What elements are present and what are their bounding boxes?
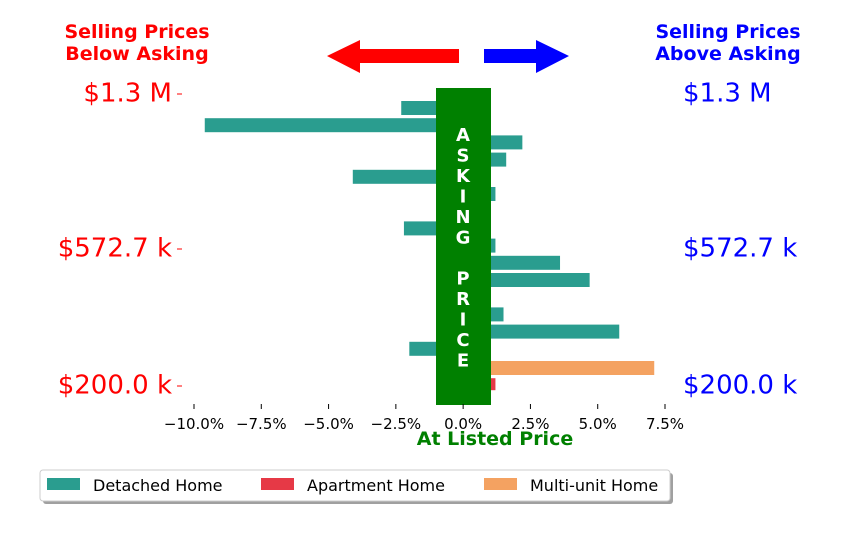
- header-right-line: Above Asking: [655, 43, 801, 65]
- x-tick-label: 7.5%: [646, 415, 684, 433]
- legend-label: Apartment Home: [307, 476, 445, 495]
- x-tick-label: 0.0%: [444, 415, 482, 433]
- asking-band-letter: K: [456, 166, 471, 187]
- asking-band-letter: C: [456, 330, 469, 351]
- bars-group: [204, 101, 655, 391]
- legend-swatch: [47, 478, 80, 490]
- asking-band-letter: S: [457, 146, 470, 167]
- legend-label: Detached Home: [93, 476, 223, 495]
- legend-swatch: [261, 478, 294, 490]
- bar-multi-unit-0: [463, 361, 655, 375]
- x-tick-label: −7.5%: [236, 415, 287, 433]
- y-tick-label-left: $1.3 M: [83, 79, 172, 109]
- arrow-right-icon: [484, 40, 569, 73]
- asking-band-letter: R: [456, 289, 470, 310]
- bar-detached-13: [463, 324, 620, 339]
- arrow-left-icon: [327, 40, 459, 73]
- x-axis-label: At Listed Price: [417, 428, 573, 450]
- asking-band-letter: I: [460, 187, 467, 208]
- bar-detached-10: [463, 273, 590, 287]
- y-tick-label-left: $200.0 k: [58, 371, 172, 401]
- x-tick-label: −10.0%: [164, 415, 224, 433]
- asking-band-letter: N: [455, 207, 470, 228]
- x-tick-label: 2.5%: [511, 415, 549, 433]
- x-tick-label: −5.0%: [303, 415, 354, 433]
- bar-detached-1: [204, 118, 464, 133]
- asking-band-letter: I: [460, 310, 467, 331]
- y-tick-label-right: $1.3 M: [683, 79, 772, 109]
- y-tick-label-right: $572.7 k: [683, 234, 797, 264]
- asking-band-letter: P: [456, 269, 469, 290]
- legend: Detached Home Apartment Home Multi-unit Ho…: [39, 469, 673, 504]
- x-tick-label: −2.5%: [371, 415, 422, 433]
- x-tick-label: 5.0%: [579, 415, 617, 433]
- y-tick-label-left: $572.7 k: [58, 234, 172, 264]
- legend-swatch: [484, 478, 517, 490]
- header-left-line: Below Asking: [65, 43, 208, 65]
- y-axis-left: $1.3 M $572.7 k $200.0 k: [58, 79, 182, 401]
- header-right-line: Selling Prices: [655, 21, 800, 43]
- legend-label: Multi-unit Home: [530, 476, 658, 495]
- x-axis: −10.0% −7.5% −5.0% −2.5% 0.0% 2.5% 5.0% 7.5% At …: [164, 404, 684, 450]
- header-left-line: Selling Prices: [64, 21, 209, 43]
- y-axis-right: $1.3 M $572.7 k $200.0 k: [683, 79, 797, 401]
- legend-box: [39, 469, 671, 502]
- y-tick-label-right: $200.0 k: [683, 371, 797, 401]
- asking-band-rect: [436, 88, 491, 405]
- asking-band-letter: A: [456, 125, 470, 146]
- asking-band-letter: E: [457, 351, 469, 372]
- bar-detached-4: [352, 169, 464, 184]
- asking-band-letter: G: [456, 228, 471, 249]
